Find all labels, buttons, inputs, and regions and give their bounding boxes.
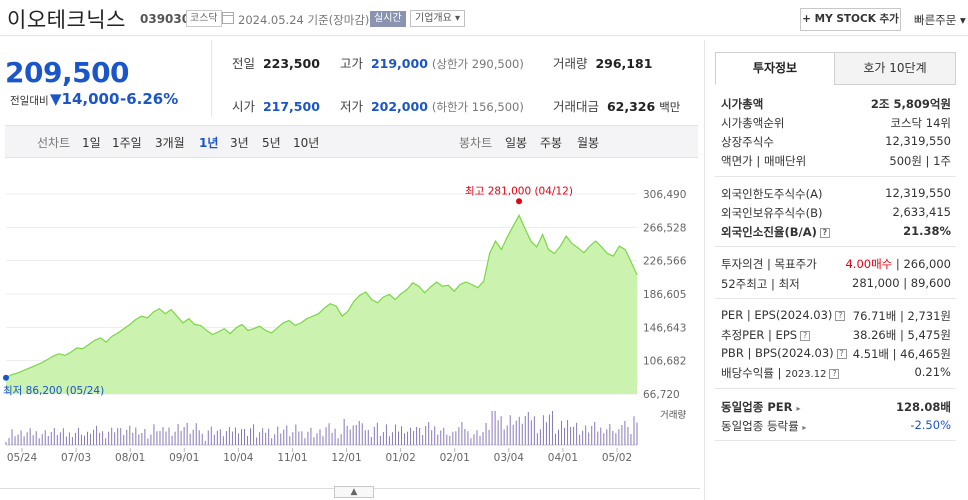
candle-chart-label: 봉차트	[459, 136, 493, 150]
stock-header: 이오테크닉스 039030 코스닥 2024.05.24 기준(장마감) 실시간…	[0, 0, 968, 36]
price-chart[interactable]: 306,490 266,528 226,566 186,605 146,643 106,6…	[0, 160, 700, 486]
y-tick-label: 186,605	[643, 289, 686, 301]
info-panel: 투자정보 호가 10단계 시가총액 2조 5,809억원 시가총액순위 코스닥 14…	[704, 40, 964, 500]
volume-label: 거래량	[660, 409, 686, 421]
divider	[715, 176, 956, 177]
low-label: 최저 86,200 (05/24)	[3, 385, 104, 397]
down-triangle-icon: ▼	[50, 90, 62, 108]
y-tick-label: 106,682	[643, 356, 686, 368]
company-info-button[interactable]: 기업개요 ▾	[410, 10, 466, 27]
per-row: PER | EPS(2024.03)? 76.71배 | 2,731원	[721, 308, 951, 323]
week52-row: 52주최고 | 최저 281,000 | 89,600	[721, 276, 951, 291]
help-icon[interactable]: ?	[819, 227, 830, 238]
x-tick-label: 04/01	[548, 452, 578, 464]
x-tick-label: 07/03	[61, 452, 91, 464]
chart-period-tabs: 선차트 1일 1주일 3개월 1년 3년 5년 10년 봉차트 일봉 주봉 월봉	[5, 125, 698, 158]
foreign-ratio-row: 외국인소진율(B/A)? 21.38%	[721, 224, 951, 239]
low-marker	[3, 374, 9, 381]
chevron-down-icon: ▾	[455, 13, 461, 24]
tab-3y[interactable]: 3년	[230, 136, 249, 150]
x-tick-label: 11/01	[277, 452, 307, 464]
high-label: 최고 281,000 (04/12)	[465, 185, 573, 197]
x-tick-label: 09/01	[169, 452, 199, 464]
shares-row: 상장주식수 12,319,550	[721, 134, 951, 149]
y-tick-label: 266,528	[643, 222, 686, 234]
pbr-row: PBR | BPS(2024.03)? 4.51배 | 46,465원	[721, 346, 951, 361]
stock-code: 039030	[140, 12, 191, 26]
help-icon[interactable]: ?	[800, 330, 811, 341]
tab-weekly[interactable]: 주봉	[540, 136, 563, 150]
add-my-stock-button[interactable]: + MY STOCK 추가	[800, 8, 901, 31]
x-tick-label: 05/02	[602, 452, 632, 464]
divider	[211, 40, 212, 117]
tab-1y[interactable]: 1년	[199, 136, 219, 150]
tab-daily[interactable]: 일봉	[505, 136, 528, 150]
y-tick-label: 146,643	[643, 322, 686, 334]
x-tick-label: 12/01	[331, 452, 361, 464]
x-tick-label: 03/04	[494, 452, 525, 464]
sector-per-row: 동일업종 PER ▸ 128.08배	[721, 400, 951, 414]
chevron-down-icon: ▾	[959, 13, 966, 27]
realtime-badge[interactable]: 실시간	[370, 11, 406, 27]
y-tick-label: 226,566	[643, 256, 687, 268]
current-price: 209,500	[5, 56, 130, 89]
market-badge: 코스닥	[186, 10, 222, 27]
quick-order-button[interactable]: 빠른주문 ▾	[914, 13, 966, 27]
high-marker	[516, 198, 523, 205]
collapse-button[interactable]: ▲	[334, 486, 374, 498]
x-tick-label: 05/24	[7, 452, 38, 464]
x-tick-label: 02/01	[440, 452, 470, 464]
divider	[715, 388, 956, 389]
opinion-row: 투자의견 | 목표주가 4.00매수 | 266,000	[721, 257, 951, 271]
foreign-limit-row: 외국인한도주식수(A) 12,319,550	[721, 186, 951, 201]
chevron-up-icon: ▲	[350, 487, 358, 497]
volume: 거래량 296,181	[553, 56, 653, 71]
prev-close: 전일 223,500	[232, 56, 320, 71]
divider	[715, 298, 956, 299]
line-chart-label: 선차트	[37, 136, 71, 150]
tab-1d[interactable]: 1일	[82, 136, 101, 150]
chevron-right-icon[interactable]: ▸	[802, 423, 807, 432]
stock-name: 이오테크닉스	[7, 8, 126, 32]
open-price: 시가 217,500	[232, 99, 320, 114]
tab-invest-info[interactable]: 투자정보	[715, 52, 835, 85]
calendar-icon	[222, 12, 234, 24]
help-icon[interactable]: ?	[829, 368, 840, 379]
help-icon[interactable]: ?	[836, 348, 847, 359]
foreign-hold-row: 외국인보유주식수(B) 2,633,415	[721, 205, 951, 220]
price-line	[5, 213, 638, 379]
face-row: 액면가 | 매매단위 500원 | 1주	[721, 154, 951, 168]
low-price: 저가 202,000 (하한가 156,500)	[340, 99, 524, 114]
chevron-right-icon[interactable]: ▸	[796, 404, 801, 413]
trade-amount: 거래대금 62,326 백만	[553, 99, 681, 114]
price-change: ▼14,000	[50, 90, 120, 108]
high-price: 고가 219,000 (상한가 290,500)	[340, 56, 524, 71]
help-icon[interactable]: ?	[835, 310, 846, 321]
tab-1w[interactable]: 1주일	[112, 136, 142, 150]
price-area-fill	[6, 215, 637, 394]
tab-3m[interactable]: 3개월	[155, 136, 185, 150]
x-tick-label: 01/02	[386, 452, 416, 464]
y-tick-label: 306,490	[643, 189, 686, 201]
dividend-row: 배당수익률 | 2023.12? 0.21%	[721, 365, 951, 380]
sector-rate-row: 동일업종 등락률 ▸ -2.50%	[721, 418, 951, 433]
x-tick-label: 08/01	[115, 452, 145, 464]
tab-5y[interactable]: 5년	[262, 136, 281, 150]
est-per-row: 추정PER | EPS? 38.26배 | 5,475원	[721, 328, 951, 342]
cap-rank-row: 시가총액순위 코스닥 14위	[721, 116, 951, 130]
x-tick-label: 10/04	[223, 452, 254, 464]
tab-orderbook[interactable]: 호가 10단계	[834, 52, 956, 85]
divider	[715, 440, 956, 441]
tab-10y[interactable]: 10년	[293, 136, 320, 150]
quote-date: 2024.05.24 기준(장마감)	[238, 13, 370, 27]
divider	[715, 246, 956, 247]
price-change-pct: -6.26%	[120, 90, 179, 108]
compare-label: 전일대비	[10, 95, 49, 107]
y-tick-label: 66,720	[643, 389, 680, 401]
market-cap-row: 시가총액 2조 5,809억원	[721, 97, 951, 111]
tab-monthly[interactable]: 월봉	[577, 136, 600, 150]
